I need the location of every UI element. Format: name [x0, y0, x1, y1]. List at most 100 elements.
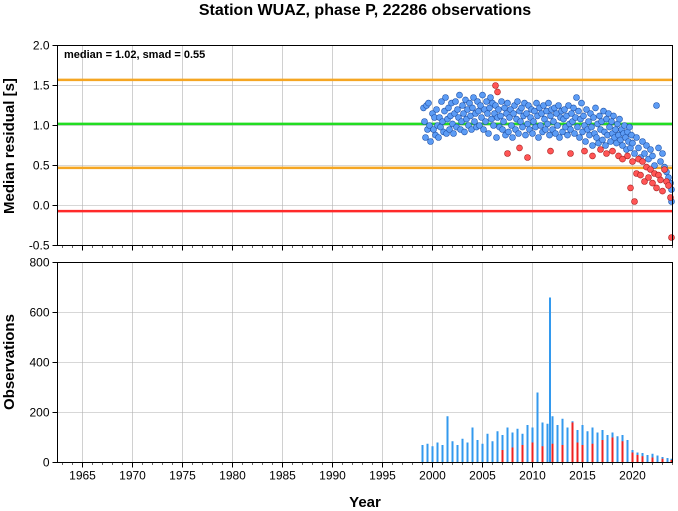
y-tick-label: 200 — [29, 406, 49, 420]
residual-point — [524, 120, 531, 128]
residual-point — [616, 115, 623, 123]
residual-plot-area — [57, 45, 673, 246]
residual-point — [597, 146, 604, 153]
chart-title: Station WUAZ, phase P, 22286 observation… — [199, 2, 531, 19]
residual-point — [647, 166, 654, 173]
residual-point — [433, 106, 440, 113]
residual-point — [509, 134, 516, 141]
residual-point — [585, 118, 592, 125]
residual-point — [657, 158, 664, 165]
residual-point — [454, 106, 461, 113]
residual-point — [608, 118, 615, 125]
residual-panel: -0.5 0.0 0.5 1.0 1.5 2.0 median = 1.02, smad … — [1, 39, 675, 253]
y-tick-label: 0 — [43, 456, 50, 470]
residual-point — [484, 110, 491, 117]
residual-point — [478, 114, 485, 121]
residual-point — [480, 126, 487, 133]
x-tick-label: 1995 — [369, 469, 396, 483]
y-tick-label: 800 — [29, 256, 49, 270]
residual-point — [619, 155, 626, 163]
residual-point — [515, 130, 522, 137]
residual-point — [438, 98, 445, 105]
residual-point — [450, 130, 457, 137]
residual-x-ticks — [62, 245, 673, 251]
residual-point — [576, 134, 583, 141]
residual-point — [504, 99, 511, 107]
residual-point — [517, 118, 524, 125]
y-tick-label: -0.5 — [29, 239, 50, 253]
residual-point — [537, 122, 544, 129]
residual-point — [523, 110, 530, 117]
residual-point — [561, 106, 568, 113]
residual-point — [580, 112, 587, 120]
x-axis-label: Year — [349, 494, 381, 511]
residual-point — [603, 150, 610, 157]
residual-point — [516, 144, 523, 152]
residual-point — [590, 114, 597, 121]
residual-point — [475, 107, 482, 115]
residual-point — [541, 115, 548, 123]
observations-y-axis-label: Observations — [1, 314, 18, 410]
residual-point — [637, 171, 644, 179]
residual-point — [546, 131, 553, 139]
residual-point — [495, 106, 502, 113]
residual-y-ticks: -0.5 0.0 0.5 1.0 1.5 2.0 — [29, 39, 58, 253]
residual-point — [459, 102, 466, 109]
residual-point — [544, 120, 551, 128]
residual-point — [506, 114, 513, 121]
residual-point — [477, 102, 484, 109]
y-tick-label: 400 — [29, 356, 49, 370]
residual-point — [627, 184, 634, 192]
y-tick-label: 0.0 — [33, 199, 50, 213]
residual-point — [602, 142, 609, 149]
residual-point — [571, 130, 578, 137]
residual-point — [470, 94, 477, 101]
x-tick-label: 1985 — [269, 469, 296, 483]
residual-point — [651, 162, 658, 169]
residual-point — [524, 154, 531, 161]
x-tick-label: 1980 — [219, 469, 246, 483]
residual-point — [649, 152, 656, 160]
residual-point — [578, 99, 585, 107]
residual-point — [547, 112, 554, 120]
residual-point — [661, 166, 668, 173]
residual-y-axis-label: Median residual [s] — [1, 78, 18, 214]
residual-point — [486, 104, 493, 112]
residual-point — [476, 122, 483, 129]
residual-point — [596, 112, 603, 120]
residual-point — [599, 136, 606, 144]
residual-point — [629, 158, 636, 165]
residual-point — [647, 146, 654, 153]
residual-point — [492, 82, 499, 89]
residual-point — [635, 144, 642, 152]
x-tick-label: 2020 — [619, 469, 646, 483]
residual-point — [567, 150, 574, 157]
residual-point — [535, 134, 542, 141]
residual-point — [533, 99, 540, 107]
residual-point — [559, 128, 566, 136]
residual-point — [542, 126, 549, 133]
residual-point — [581, 147, 588, 155]
residual-point — [483, 98, 490, 105]
residual-point — [427, 138, 434, 145]
residual-point — [556, 134, 563, 141]
y-tick-label: 2.0 — [33, 39, 50, 53]
residual-point — [610, 112, 617, 120]
residual-point — [504, 150, 511, 157]
y-tick-label: 1.0 — [33, 119, 50, 133]
residual-point — [657, 176, 664, 184]
observations-y-ticks: 0 200 400 600 800 — [29, 256, 58, 470]
residual-point — [668, 234, 675, 241]
residual-point — [624, 152, 631, 160]
residual-point — [499, 126, 506, 133]
residual-point — [435, 134, 442, 141]
residual-point — [607, 138, 614, 145]
residual-point — [555, 102, 562, 109]
residual-point — [479, 91, 486, 99]
residual-point — [645, 174, 652, 181]
residual-point — [445, 104, 452, 112]
residual-point — [545, 99, 552, 107]
residual-point — [659, 150, 666, 157]
residual-point — [589, 152, 596, 160]
